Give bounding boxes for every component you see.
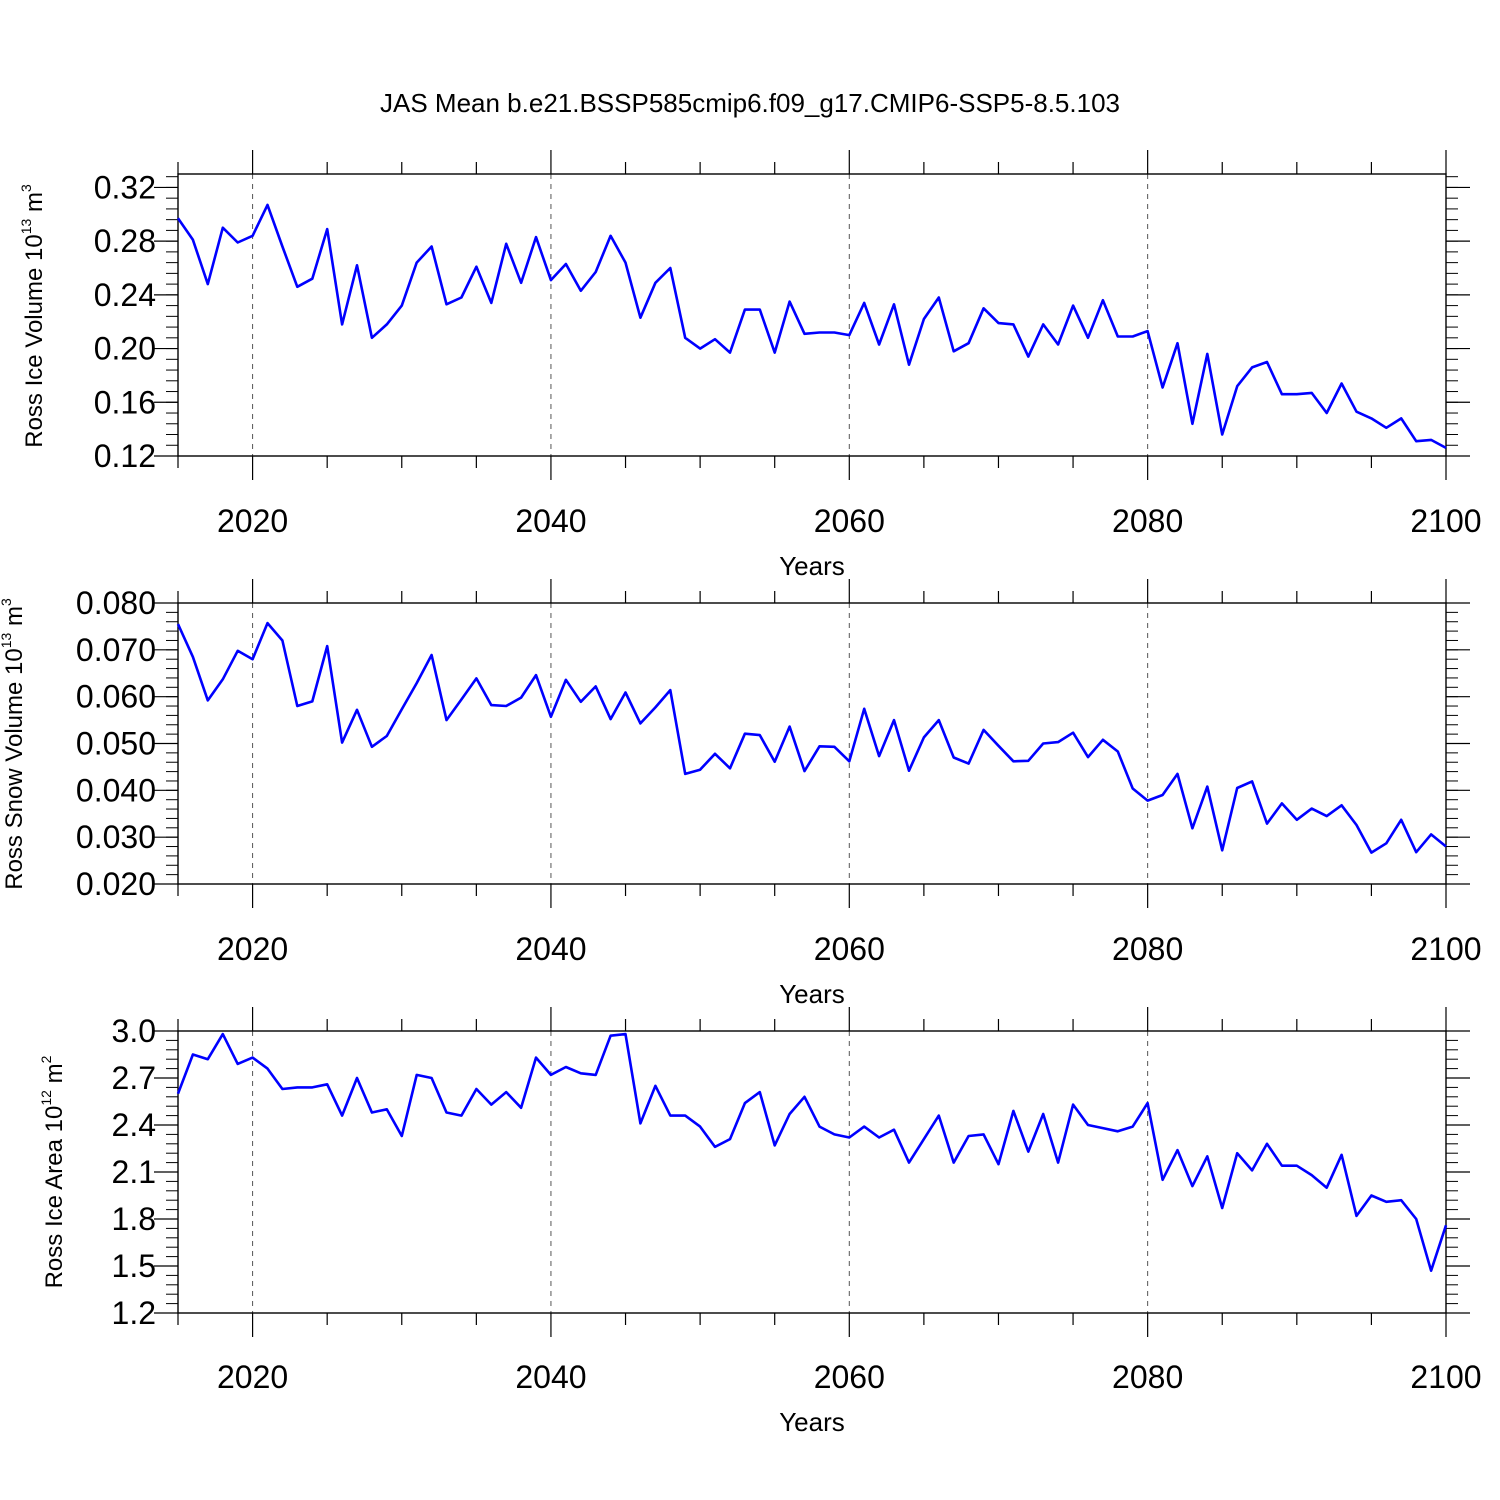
x-axis-label: Years	[779, 979, 845, 1009]
y-tick-label: 2.7	[112, 1060, 156, 1096]
x-tick-label: 2060	[814, 931, 885, 967]
y-axis-label: Ross Ice Volume 1013 m3	[18, 184, 48, 448]
y-tick-label: 2.1	[112, 1154, 156, 1190]
y-tick-label: 0.020	[76, 866, 156, 902]
panel-1: 0.12 0.16 0.20 0.24 0.28 0.32 2020 2040 2060 2080…	[18, 150, 1482, 581]
y-tick-label: 2.4	[112, 1107, 156, 1143]
x-tick-label: 2020	[217, 931, 288, 967]
y-tick-label: 0.080	[76, 585, 156, 621]
x-axis-label: Years	[779, 1407, 845, 1437]
plot-frame	[177, 173, 1447, 457]
x-tick-label: 2080	[1112, 1359, 1183, 1395]
panel-2: 0.020 0.030 0.040 0.050 0.060 0.070 0.080 2020 2…	[0, 579, 1482, 1009]
y-tick-label: 0.32	[94, 169, 156, 205]
x-tick-label: 2040	[515, 931, 586, 967]
x-tick-label: 2020	[217, 1359, 288, 1395]
y-axis-label: Ross Ice Area 1012 m2	[38, 1055, 68, 1288]
figure-title: JAS Mean b.e21.BSSP585cmip6.f09_g17.CMIP…	[380, 88, 1120, 118]
y-tick-label: 0.24	[94, 277, 156, 313]
y-axis-label: Ross Snow Volume 1013 m3	[0, 598, 28, 890]
x-tick-label: 2060	[814, 1359, 885, 1395]
series-line	[176, 621, 1447, 854]
y-tick-label: 0.20	[94, 331, 156, 367]
y-tick-label: 0.060	[76, 679, 156, 715]
y-tick-label: 0.040	[76, 772, 156, 808]
x-tick-label: 2060	[814, 503, 885, 539]
series-line	[176, 1032, 1448, 1272]
x-tick-label: 2100	[1410, 1359, 1481, 1395]
x-tick-label: 2040	[515, 1359, 586, 1395]
y-tick-label: 0.28	[94, 223, 156, 259]
y-tick-label: 0.050	[76, 726, 156, 762]
series-line	[176, 203, 1447, 450]
x-axis-label: Years	[779, 551, 845, 581]
y-tick-label: 0.070	[76, 632, 156, 668]
y-tick-label: 1.2	[112, 1295, 156, 1331]
x-tick-label: 2100	[1410, 931, 1481, 967]
x-tick-label: 2020	[217, 503, 288, 539]
x-tick-label: 2080	[1112, 931, 1183, 967]
x-tick-label: 2040	[515, 503, 586, 539]
x-tick-label: 2100	[1410, 503, 1481, 539]
plot-frame	[177, 1030, 1447, 1314]
y-tick-label: 3.0	[112, 1013, 156, 1049]
y-tick-label: 0.16	[94, 384, 156, 420]
y-tick-label: 0.030	[76, 819, 156, 855]
y-tick-label: 0.12	[94, 438, 156, 474]
plot-frame	[177, 602, 1447, 885]
panels: 0.12 0.16 0.20 0.24 0.28 0.32 2020 2040 2060 2080…	[0, 150, 1482, 1437]
y-tick-label: 1.5	[112, 1248, 156, 1284]
panel-3: 1.2 1.5 1.8 2.1 2.4 2.7 3.0 2020 2040 2060 2080 210…	[38, 1007, 1482, 1437]
x-tick-label: 2080	[1112, 503, 1183, 539]
y-tick-label: 1.8	[112, 1201, 156, 1237]
